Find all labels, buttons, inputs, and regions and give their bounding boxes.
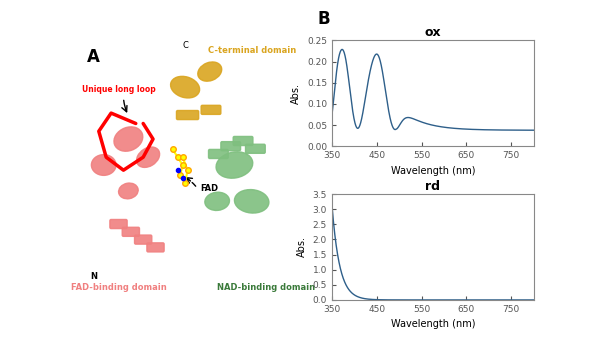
Ellipse shape (198, 62, 222, 81)
Ellipse shape (114, 127, 143, 151)
FancyBboxPatch shape (110, 219, 127, 228)
Y-axis label: Abs.: Abs. (297, 237, 307, 257)
FancyBboxPatch shape (135, 235, 152, 244)
Ellipse shape (91, 155, 116, 175)
FancyBboxPatch shape (209, 149, 228, 158)
Ellipse shape (171, 76, 200, 98)
Text: NAD-binding domain: NAD-binding domain (218, 282, 315, 292)
FancyBboxPatch shape (246, 144, 265, 153)
FancyBboxPatch shape (221, 142, 241, 151)
Ellipse shape (119, 183, 138, 199)
Text: C: C (182, 41, 188, 50)
Title: rd: rd (425, 180, 441, 193)
FancyBboxPatch shape (122, 227, 139, 236)
FancyBboxPatch shape (201, 105, 221, 114)
Title: ox: ox (425, 26, 441, 39)
X-axis label: Wavelength (nm): Wavelength (nm) (391, 319, 475, 329)
Ellipse shape (234, 190, 269, 213)
Ellipse shape (216, 152, 253, 178)
Ellipse shape (136, 147, 160, 167)
FancyBboxPatch shape (147, 243, 164, 252)
Text: N: N (90, 272, 97, 281)
Text: C-terminal domain: C-terminal domain (208, 47, 296, 55)
Text: FAD: FAD (200, 184, 219, 193)
Text: B: B (317, 10, 330, 28)
Text: A: A (87, 48, 100, 66)
Text: Unique long loop: Unique long loop (82, 85, 155, 94)
FancyBboxPatch shape (177, 111, 199, 120)
Text: FAD-binding domain: FAD-binding domain (71, 282, 167, 292)
FancyBboxPatch shape (233, 136, 253, 146)
X-axis label: Wavelength (nm): Wavelength (nm) (391, 166, 475, 176)
Ellipse shape (205, 192, 229, 210)
Y-axis label: Abs.: Abs. (291, 83, 301, 104)
